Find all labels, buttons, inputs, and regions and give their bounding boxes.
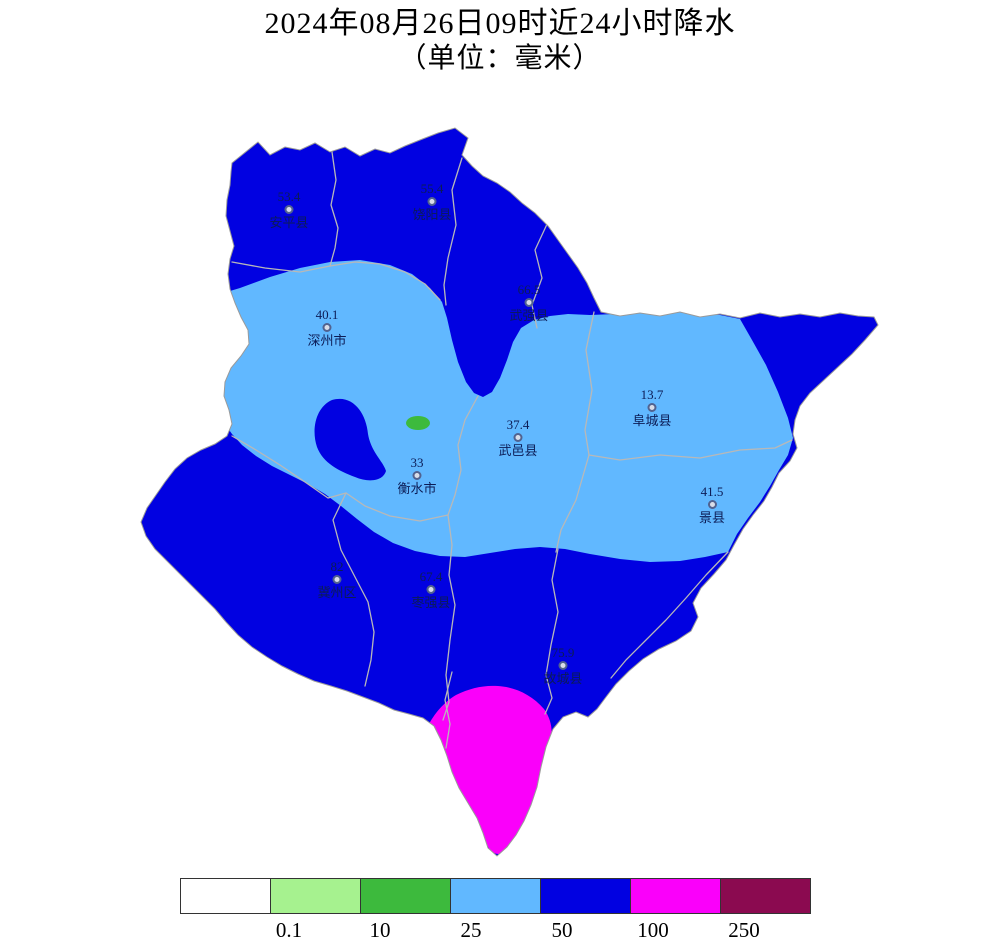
region-50-100mm-patch xyxy=(314,398,386,481)
legend-threshold-label: 250 xyxy=(728,918,760,942)
county-border-line xyxy=(332,492,375,687)
legend-swatch xyxy=(720,878,811,914)
legend-threshold-label: 50 xyxy=(551,918,573,942)
legend-swatches xyxy=(180,878,811,914)
legend-swatch xyxy=(360,878,451,914)
county-border-line xyxy=(555,454,590,553)
legend-threshold-label: 0.1 xyxy=(275,918,303,942)
map-title: 2024年08月26日09时近24小时降水 xyxy=(264,7,736,40)
legend-threshold-label: 100 xyxy=(637,918,669,942)
county-borders xyxy=(231,151,793,749)
map-subtitle: （单位：毫米） xyxy=(398,43,602,74)
county-border-line xyxy=(588,439,793,461)
county-border-line xyxy=(443,157,463,306)
legend-swatch xyxy=(630,878,721,914)
legend-swatch xyxy=(180,878,271,914)
county-border-line xyxy=(610,551,729,679)
region-25-50mm-band xyxy=(200,260,793,562)
legend-swatch xyxy=(450,878,541,914)
county-border-line xyxy=(231,435,347,499)
county-border-line xyxy=(444,671,453,749)
title-block: 2024年08月26日09时近24小时降水 （单位：毫米） xyxy=(0,6,1000,76)
county-border-line xyxy=(447,395,479,516)
region-100-250mm xyxy=(428,685,552,854)
county-border-line xyxy=(231,261,331,273)
region-10-25mm-spot xyxy=(406,416,430,430)
legend-swatch xyxy=(270,878,361,914)
prefecture-outline xyxy=(140,127,879,857)
county-border-line xyxy=(584,311,595,456)
legend-swatch xyxy=(540,878,631,914)
county-border-line xyxy=(329,151,339,267)
county-border-line xyxy=(329,261,441,301)
legend-thresholds: 0.1 10 25 50 100 250 xyxy=(180,918,817,944)
legend-threshold-label: 25 xyxy=(460,918,482,942)
county-border-line xyxy=(442,514,456,721)
county-border-line xyxy=(544,548,559,715)
legend-threshold-label: 10 xyxy=(369,918,391,942)
county-border-line xyxy=(531,221,549,329)
county-border-line xyxy=(345,492,449,522)
legend: 0.1 10 25 50 100 250 xyxy=(180,878,817,944)
